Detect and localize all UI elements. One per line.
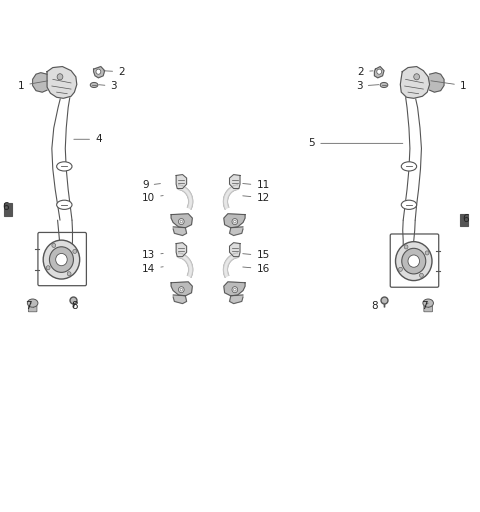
Text: 13: 13 xyxy=(142,250,163,261)
Polygon shape xyxy=(176,243,187,257)
Text: 15: 15 xyxy=(243,250,270,261)
Polygon shape xyxy=(94,67,105,78)
Polygon shape xyxy=(179,253,193,277)
Circle shape xyxy=(49,247,73,272)
Circle shape xyxy=(180,220,182,223)
Ellipse shape xyxy=(401,162,417,171)
Circle shape xyxy=(57,74,63,80)
Circle shape xyxy=(408,255,420,267)
Text: 6: 6 xyxy=(462,214,468,224)
Circle shape xyxy=(425,251,429,255)
Circle shape xyxy=(414,74,420,80)
Text: 3: 3 xyxy=(99,81,117,91)
Polygon shape xyxy=(374,67,384,78)
Ellipse shape xyxy=(27,299,38,307)
Circle shape xyxy=(398,267,402,271)
Polygon shape xyxy=(33,73,47,92)
Polygon shape xyxy=(173,295,187,304)
Circle shape xyxy=(179,219,184,225)
Circle shape xyxy=(232,287,238,293)
Text: 6: 6 xyxy=(2,202,9,212)
Text: 12: 12 xyxy=(243,193,270,203)
Ellipse shape xyxy=(57,162,72,171)
Polygon shape xyxy=(229,295,243,304)
Circle shape xyxy=(396,242,432,281)
Circle shape xyxy=(179,287,184,293)
Text: 2: 2 xyxy=(104,67,125,77)
Polygon shape xyxy=(171,214,192,228)
Text: 8: 8 xyxy=(71,301,78,311)
Circle shape xyxy=(377,69,382,74)
Circle shape xyxy=(180,288,182,291)
Polygon shape xyxy=(171,282,192,296)
Circle shape xyxy=(402,248,426,274)
Circle shape xyxy=(43,240,80,279)
Polygon shape xyxy=(430,73,444,92)
Text: 3: 3 xyxy=(356,81,379,91)
Ellipse shape xyxy=(57,200,72,209)
Polygon shape xyxy=(229,175,240,188)
Ellipse shape xyxy=(90,82,98,88)
Text: 7: 7 xyxy=(25,301,32,311)
Text: 10: 10 xyxy=(142,193,163,203)
Text: 8: 8 xyxy=(371,301,384,311)
Text: 5: 5 xyxy=(309,138,403,148)
Circle shape xyxy=(420,273,423,278)
Polygon shape xyxy=(173,227,187,236)
FancyBboxPatch shape xyxy=(460,214,468,226)
Text: 1: 1 xyxy=(431,80,467,91)
Circle shape xyxy=(96,69,101,74)
Circle shape xyxy=(404,245,408,249)
Polygon shape xyxy=(223,185,238,209)
Circle shape xyxy=(234,220,236,223)
Circle shape xyxy=(56,253,67,266)
Polygon shape xyxy=(179,185,193,209)
Ellipse shape xyxy=(423,299,433,307)
Polygon shape xyxy=(224,282,245,296)
Text: 4: 4 xyxy=(74,134,102,144)
Text: 7: 7 xyxy=(421,301,428,311)
FancyBboxPatch shape xyxy=(4,203,12,216)
Polygon shape xyxy=(229,243,240,257)
Polygon shape xyxy=(229,227,243,236)
Polygon shape xyxy=(176,175,187,188)
Circle shape xyxy=(46,266,50,270)
Text: 1: 1 xyxy=(18,80,48,91)
Polygon shape xyxy=(400,67,430,98)
Ellipse shape xyxy=(380,82,388,88)
Text: 11: 11 xyxy=(243,180,270,190)
Text: 14: 14 xyxy=(142,264,163,274)
Polygon shape xyxy=(223,253,238,277)
Circle shape xyxy=(52,243,56,247)
Ellipse shape xyxy=(401,200,417,209)
Circle shape xyxy=(232,219,238,225)
Polygon shape xyxy=(47,67,77,98)
FancyBboxPatch shape xyxy=(424,306,432,312)
FancyBboxPatch shape xyxy=(28,306,37,312)
Text: 16: 16 xyxy=(243,264,270,274)
Polygon shape xyxy=(224,214,245,228)
Text: 9: 9 xyxy=(142,180,160,190)
Text: 2: 2 xyxy=(358,67,373,77)
Circle shape xyxy=(73,249,77,253)
Circle shape xyxy=(234,288,236,291)
Circle shape xyxy=(67,272,71,276)
